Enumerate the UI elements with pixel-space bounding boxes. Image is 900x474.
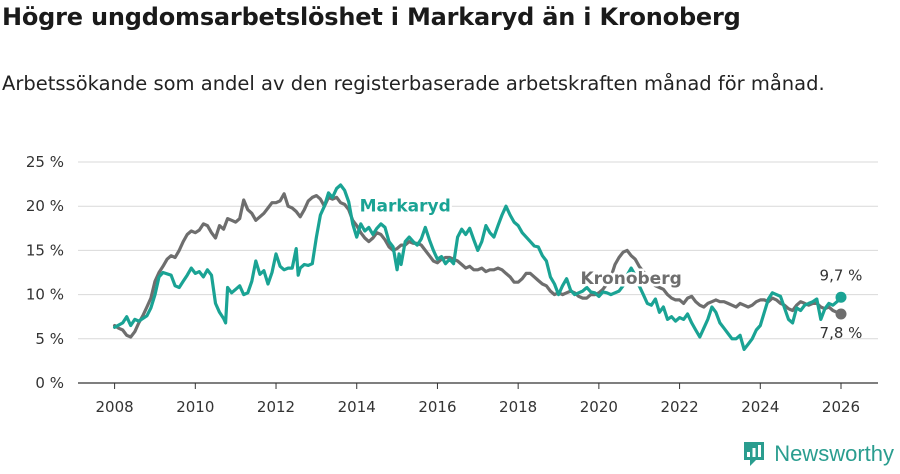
end-value-label-kronoberg: 7,8 % [820,324,863,342]
x-tick-label: 2022 [660,398,698,416]
end-value-label-markaryd: 9,7 % [820,266,863,284]
series-line-kronoberg [113,192,843,339]
x-tick-label: 2016 [418,398,456,416]
newsworthy-logo-icon [744,442,765,466]
brand-logo: Newsworthy [742,440,894,468]
end-dot-kronoberg [835,308,847,320]
y-tick-label: 25 % [26,153,64,171]
y-tick-label: 10 % [26,286,64,304]
x-tick-label: 2012 [257,398,295,416]
y-tick-label: 20 % [26,197,64,215]
series-label-kronoberg: Kronoberg [581,269,682,289]
x-tick-label: 2010 [176,398,214,416]
x-tick-label: 2024 [741,398,779,416]
chart-subtitle: Arbetssökande som andel av den registerb… [2,72,825,95]
end-dot-markaryd [835,291,847,303]
x-tick-label: 2020 [580,398,618,416]
x-tick-label: 2014 [338,398,376,416]
y-tick-label: 0 % [35,374,64,392]
series-line-markaryd [113,183,843,351]
series-label-markaryd: Markaryd [360,197,451,217]
x-tick-label: 2018 [499,398,537,416]
brand-name: Newsworthy [774,441,894,466]
x-tick-label: 2008 [96,398,134,416]
chart-title: Högre ungdomsarbetslöshet i Markaryd än … [2,3,741,31]
y-tick-label: 15 % [26,241,64,259]
x-tick-label: 2026 [822,398,860,416]
y-tick-label: 5 % [35,330,64,348]
